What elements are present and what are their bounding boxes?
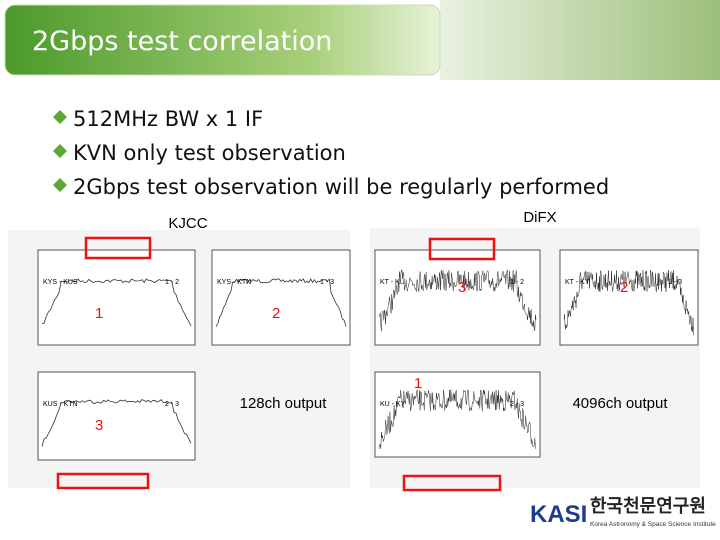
baseline-name: KT - KU <box>380 279 405 286</box>
difx-label: DiFX <box>523 209 556 226</box>
bullet: KVN only test observation <box>73 141 346 165</box>
output-label: 4096ch output <box>572 395 668 412</box>
logo-mark: KASI <box>530 501 587 528</box>
amplitude-trace <box>215 278 347 327</box>
bullet: 2Gbps test observation will be regularly… <box>73 175 609 199</box>
logo-subtitle: Korea Astronomy & Space Science Institut… <box>590 521 716 528</box>
bullet: 512MHz BW x 1 IF <box>73 107 263 131</box>
baseline-pair: 2 - 3 <box>165 401 179 408</box>
marker: 2 <box>272 305 280 322</box>
baseline-pair: 1 - 3 <box>668 279 682 286</box>
marker: 2 <box>620 279 628 296</box>
output-label: 128ch output <box>240 395 328 412</box>
panel-frame <box>37 249 196 346</box>
baseline-name: KYS - KUS <box>43 279 78 286</box>
title: 2Gbps test correlation <box>32 26 332 57</box>
panel-frame <box>37 371 196 461</box>
marker: 1 <box>414 375 422 392</box>
panel-frame <box>211 249 351 346</box>
baseline-pair: 1 - 3 <box>320 279 334 286</box>
title-bar <box>4 4 441 76</box>
marker: 3 <box>95 417 103 434</box>
highlight <box>428 237 496 261</box>
baseline-pair: 2 - 3 <box>510 401 524 408</box>
bullet-icons <box>53 110 67 192</box>
baseline-name: KU - KY <box>380 401 406 408</box>
amplitude-trace <box>41 278 192 327</box>
logo-name: 한국천문연구원 <box>590 496 706 517</box>
highlight <box>56 472 150 490</box>
marker: 3 <box>458 279 466 296</box>
baseline-pair: 1 - 2 <box>165 279 179 286</box>
bullets: 512MHz BW x 1 IF KVN only test observati… <box>53 107 609 199</box>
baseline-name: KT - KY <box>565 279 590 286</box>
baseline-name: KYS - KTN <box>217 279 251 286</box>
amplitude-trace <box>41 398 192 447</box>
amplitude-trace <box>378 268 537 332</box>
kjcc-label: KJCC <box>168 215 207 232</box>
amplitude-trace <box>378 389 537 450</box>
baseline-pair: 1 - 2 <box>510 279 524 286</box>
antenna-photos <box>440 0 720 80</box>
highlight <box>84 236 152 260</box>
panel-frame <box>374 371 541 458</box>
baseline-name: KUS - KTN <box>43 401 78 408</box>
marker: 1 <box>95 305 103 322</box>
panel-frame <box>559 249 699 346</box>
panel-frame <box>374 249 541 346</box>
highlight <box>402 474 502 492</box>
amplitude-trace <box>563 270 695 336</box>
